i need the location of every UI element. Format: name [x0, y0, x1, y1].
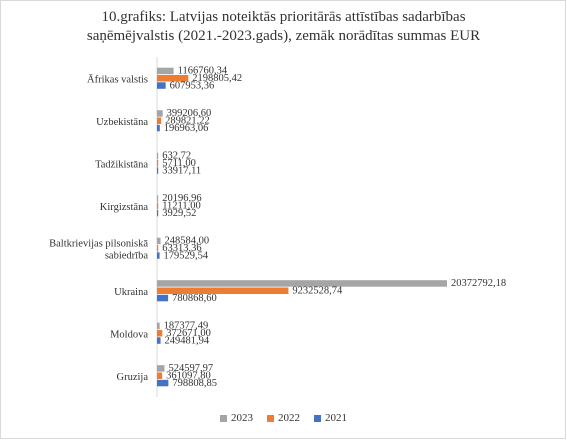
- data-label: 361097,80: [166, 371, 211, 382]
- bar: [157, 287, 289, 294]
- data-label: 9232528,74: [292, 286, 343, 297]
- data-label: 399206,60: [167, 108, 212, 119]
- category-label: Āfrikas valstis: [87, 74, 148, 85]
- bar: [157, 67, 174, 75]
- data-label: 3929,52: [162, 208, 196, 219]
- bar: [157, 209, 159, 217]
- category-label: Gruzija: [117, 372, 149, 383]
- data-label: 20372792,18: [451, 278, 506, 289]
- legend-item-2022: 2022: [267, 412, 300, 424]
- data-label: 11211,00: [162, 201, 201, 212]
- data-label: 2198805,42: [192, 73, 242, 84]
- data-label: 607953,36: [170, 80, 215, 91]
- category-label: Kirgizstāna: [100, 202, 149, 213]
- data-label: 196963,06: [164, 123, 209, 134]
- bar: [157, 372, 163, 379]
- data-label: 524597,97: [168, 363, 213, 374]
- data-label: 187377,49: [164, 321, 209, 332]
- bar: [157, 152, 159, 160]
- data-label: 798808,85: [172, 378, 217, 389]
- legend-label-2021: 2021: [325, 412, 347, 424]
- data-label: 289821,22: [165, 116, 210, 127]
- category-label: Moldova: [110, 329, 148, 340]
- chart-title-line-2: saņēmējvalstis (2021.-2023.gads), zemāk …: [86, 28, 481, 44]
- bar: [157, 117, 162, 124]
- bar: [157, 167, 159, 174]
- bar: [157, 160, 159, 167]
- legend-swatch-2023: [220, 414, 227, 422]
- category-label: Baltkrievijas pilsoniskā: [49, 238, 148, 249]
- bar: [157, 330, 163, 337]
- data-label: 5711,00: [162, 158, 196, 169]
- legend-label-2023: 2023: [231, 412, 253, 424]
- data-label: 1166760,34: [178, 66, 228, 77]
- legend-item-2021: 2021: [314, 412, 347, 424]
- bar: [157, 124, 160, 132]
- bar: [157, 294, 169, 302]
- legend-swatch-2021: [314, 414, 321, 422]
- bar: [157, 322, 160, 330]
- bar: [157, 280, 447, 287]
- category-label: Ukraina: [114, 287, 148, 298]
- bar: [157, 365, 165, 372]
- bar: [157, 337, 161, 344]
- data-label: 372671,00: [166, 328, 211, 339]
- data-label: 179529,54: [164, 250, 209, 261]
- category-label: Tadžikistāna: [95, 159, 148, 170]
- data-label: 780868,60: [172, 293, 217, 304]
- category-label: sabiedrība: [105, 250, 148, 261]
- legend-swatch-2022: [267, 414, 274, 422]
- data-label: 20196,96: [162, 193, 201, 204]
- legend-item-2023: 2023: [220, 412, 253, 424]
- bar: [157, 195, 159, 202]
- data-label: 248584,00: [165, 236, 210, 247]
- data-label: 63313,36: [162, 243, 201, 254]
- data-label: 632,72: [162, 151, 191, 162]
- bar: [157, 237, 161, 245]
- data-label: 249481,94: [165, 335, 210, 346]
- bar: [157, 82, 166, 89]
- data-label: 33917,11: [162, 165, 201, 176]
- bar: [157, 379, 169, 387]
- bar: [157, 75, 189, 82]
- bar: [157, 245, 159, 252]
- chart-title-line-1: 10.grafiks: Latvijas noteiktās prioritār…: [101, 9, 466, 25]
- bar: [157, 110, 163, 117]
- bar: [157, 252, 160, 259]
- legend-label-2022: 2022: [278, 412, 300, 424]
- chart-legend: 2023 2022 2021: [0, 412, 567, 424]
- category-label: Uzbekistāna: [96, 117, 148, 128]
- bar: [157, 202, 159, 209]
